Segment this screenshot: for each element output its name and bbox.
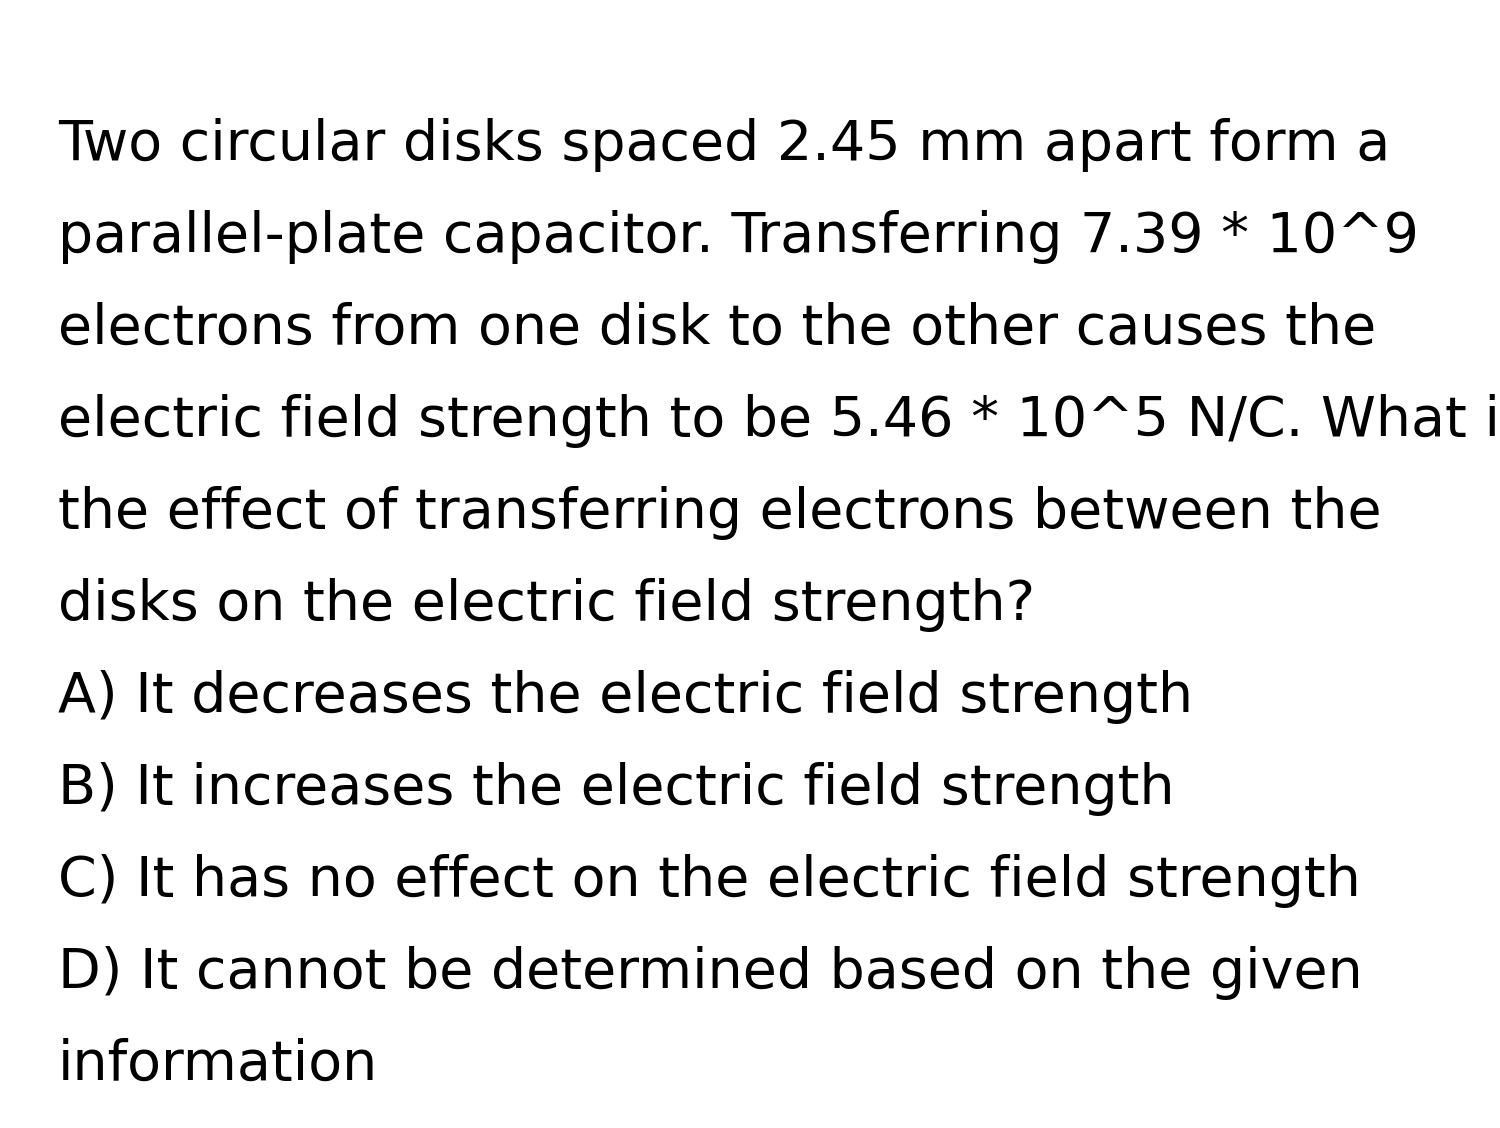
Text: disks on the electric field strength?: disks on the electric field strength? [58, 578, 1035, 632]
Text: C) It has no effect on the electric field strength: C) It has no effect on the electric fiel… [58, 854, 1360, 908]
Text: D) It cannot be determined based on the given: D) It cannot be determined based on the … [58, 946, 1362, 1001]
Text: the effect of transferring electrons between the: the effect of transferring electrons bet… [58, 486, 1382, 540]
Text: A) It decreases the electric field strength: A) It decreases the electric field stren… [58, 670, 1192, 724]
Text: parallel-plate capacitor. Transferring 7.39 * 10^9: parallel-plate capacitor. Transferring 7… [58, 210, 1419, 264]
Text: electrons from one disk to the other causes the: electrons from one disk to the other cau… [58, 302, 1377, 356]
Text: information: information [58, 1038, 378, 1092]
Text: electric field strength to be 5.46 * 10^5 N/C. What is: electric field strength to be 5.46 * 10^… [58, 394, 1500, 448]
Text: B) It increases the electric field strength: B) It increases the electric field stren… [58, 763, 1174, 816]
Text: Two circular disks spaced 2.45 mm apart form a: Two circular disks spaced 2.45 mm apart … [58, 118, 1390, 171]
